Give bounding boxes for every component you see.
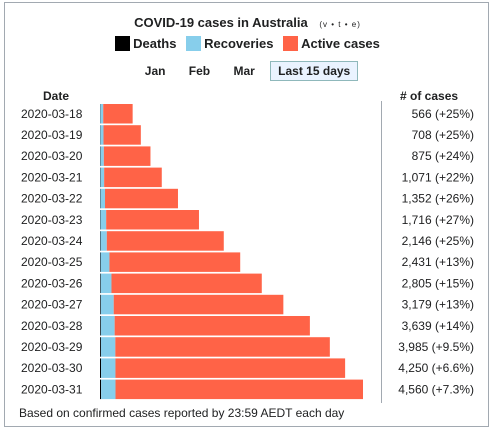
cases-label: 566 (+25%) (412, 107, 474, 121)
legend-swatch-active (283, 36, 299, 51)
cases-label: 4,560 (+7.3%) (398, 382, 474, 396)
date-column-header: Date (43, 89, 70, 103)
bar-segment-recoveries (100, 316, 115, 336)
talk-link[interactable]: t (338, 20, 342, 29)
legend: Deaths Recoveries Active cases (5, 36, 490, 51)
period-tabs: Jan Feb Mar Last 15 days (5, 61, 490, 81)
bar-segment-active-cases (115, 337, 330, 357)
bar-segment-recoveries (100, 210, 107, 230)
bar-segment-active-cases (115, 379, 363, 400)
bar-segment-recoveries (100, 273, 112, 294)
bar-segment-deaths (100, 379, 102, 400)
bar-segment-active-cases (114, 316, 310, 336)
bar-segment-recoveries (101, 379, 116, 400)
bar-segment-recoveries (100, 252, 110, 272)
title-row: COVID-19 cases in Australia (v • t • e) (5, 15, 490, 30)
legend-label-deaths: Deaths (133, 36, 177, 51)
date-label: 2020-03-29 (21, 340, 83, 354)
cases-label: 1,071 (+22%) (402, 170, 474, 184)
bar-segment-active-cases (104, 167, 162, 188)
date-label: 2020-03-28 (21, 319, 83, 333)
date-label: 2020-03-25 (21, 255, 83, 269)
date-label: 2020-03-26 (21, 276, 83, 290)
bar-segment-active-cases (105, 188, 178, 209)
date-label: 2020-03-21 (21, 170, 83, 184)
bar-segment-deaths (100, 358, 102, 378)
bar-segment-recoveries (100, 167, 105, 188)
bar-segment-recoveries (101, 358, 116, 378)
bar-segment-recoveries (100, 104, 104, 124)
cases-label: 875 (+24%) (412, 149, 474, 163)
footer-note: Based on confirmed cases reported by 23:… (19, 406, 345, 420)
bar-segment-active-cases (113, 294, 284, 315)
tab-mar[interactable]: Mar (233, 64, 255, 78)
cases-label: 708 (+25%) (412, 128, 474, 142)
bar-chart: 2020-03-18 566 (+25%) 2020-03-19 708 (+25%)… (21, 104, 474, 400)
bar-segment-active-cases (103, 125, 141, 145)
bar-segment-active-cases (109, 252, 241, 272)
vte-links: (v • t • e) (319, 20, 361, 29)
date-label: 2020-03-27 (21, 298, 83, 312)
date-label: 2020-03-23 (21, 213, 83, 227)
cases-label: 2,431 (+13%) (402, 255, 474, 269)
legend-swatch-deaths (115, 36, 131, 51)
legend-swatch-recoveries (186, 36, 202, 51)
bar-segment-recoveries (100, 294, 114, 315)
cases-label: 3,985 (+9.5%) (398, 340, 474, 354)
bar-segment-deaths (100, 294, 101, 315)
bar-segment-active-cases (111, 273, 262, 294)
cases-label: 1,716 (+27%) (402, 213, 474, 227)
cases-label: 2,146 (+25%) (402, 234, 474, 248)
bar-segment-recoveries (100, 146, 104, 166)
bar-segment-active-cases (103, 146, 151, 166)
date-label: 2020-03-30 (21, 361, 83, 375)
bar-segment-active-cases (103, 104, 133, 124)
date-label: 2020-03-19 (21, 128, 83, 142)
date-label: 2020-03-31 (21, 382, 83, 396)
cases-label: 1,352 (+26%) (402, 192, 474, 206)
bar-segment-recoveries (100, 337, 116, 357)
cases-label: 3,639 (+14%) (402, 319, 474, 333)
tab-feb[interactable]: Feb (188, 64, 211, 78)
bar-segment-recoveries (100, 231, 107, 251)
bar-segment-active-cases (106, 210, 199, 230)
legend-label-active: Active cases (301, 36, 380, 51)
chart-title: COVID-19 cases in Australia (134, 15, 308, 30)
bar-segment-deaths (100, 252, 101, 272)
chart-right-border (381, 101, 382, 403)
bar-segment-deaths (100, 316, 101, 336)
cases-label: 3,179 (+13%) (402, 298, 474, 312)
date-label: 2020-03-18 (21, 107, 83, 121)
cases-label: 2,805 (+15%) (402, 276, 474, 290)
legend-deaths: Deaths (115, 36, 176, 51)
legend-active: Active cases (283, 36, 380, 51)
bar-segment-deaths (100, 337, 101, 357)
legend-label-recoveries: Recoveries (204, 36, 274, 51)
chart-frame: COVID-19 cases in Australia (v • t • e) … (4, 2, 489, 427)
tab-last-15-days[interactable]: Last 15 days (270, 61, 359, 81)
bar-segment-active-cases (115, 358, 346, 378)
bar-segment-recoveries (100, 125, 104, 145)
bar-segment-recoveries (100, 188, 106, 209)
date-label: 2020-03-24 (21, 234, 83, 248)
cases-column-header: # of cases (400, 89, 459, 103)
view-link[interactable]: v (323, 20, 329, 29)
date-label: 2020-03-22 (21, 192, 83, 206)
tab-jan[interactable]: Jan (144, 64, 166, 78)
cases-label: 4,250 (+6.6%) (398, 361, 474, 375)
bar-segment-deaths (100, 273, 101, 294)
legend-recoveries: Recoveries (186, 36, 273, 51)
edit-link[interactable]: e (351, 20, 358, 29)
bar-segment-active-cases (106, 231, 224, 251)
date-label: 2020-03-20 (21, 149, 83, 163)
